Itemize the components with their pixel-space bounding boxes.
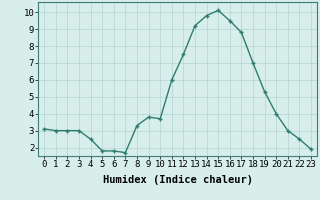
X-axis label: Humidex (Indice chaleur): Humidex (Indice chaleur): [103, 175, 252, 185]
